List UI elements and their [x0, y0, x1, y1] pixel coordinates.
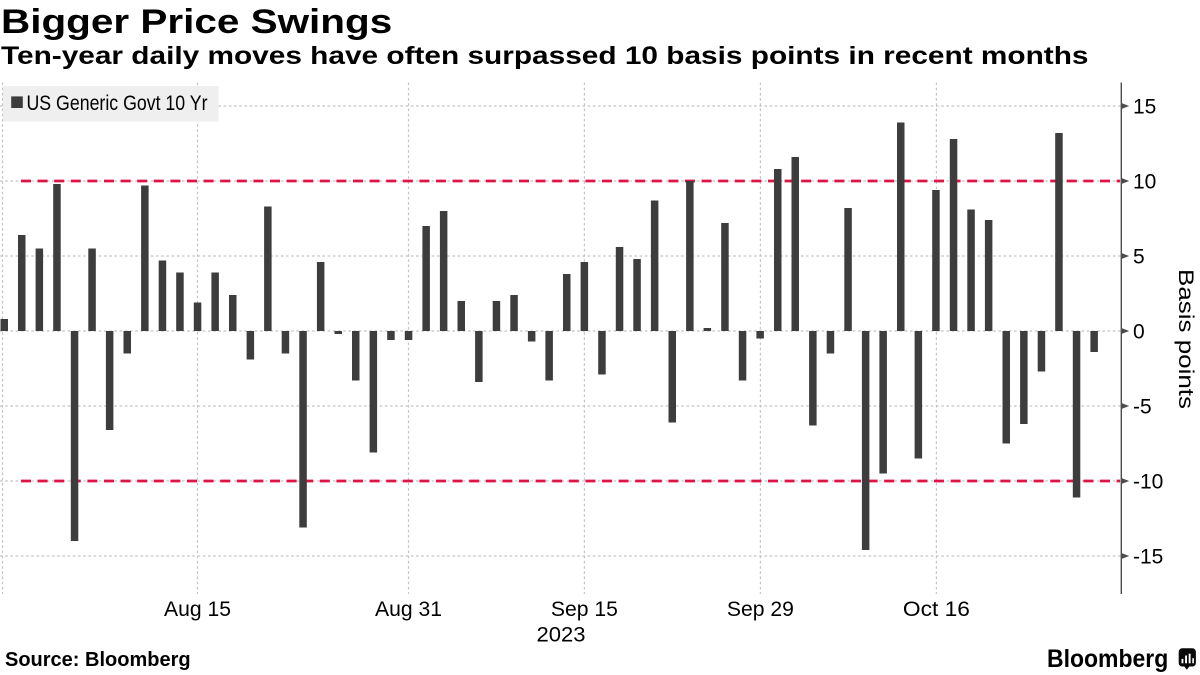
svg-text:10: 10: [1133, 170, 1156, 193]
svg-text:Aug 31: Aug 31: [375, 598, 442, 621]
svg-text:Aug 15: Aug 15: [164, 598, 231, 621]
svg-text:2023: 2023: [537, 624, 586, 647]
svg-text:-15: -15: [1133, 545, 1163, 568]
svg-text:5: 5: [1133, 245, 1145, 268]
svg-text:Sep 15: Sep 15: [551, 598, 618, 621]
svg-text:Oct 16: Oct 16: [903, 598, 970, 621]
svg-text:-10: -10: [1133, 470, 1163, 493]
svg-text:Basis points: Basis points: [1174, 269, 1198, 409]
svg-text:0: 0: [1133, 320, 1145, 343]
svg-text:Sep 29: Sep 29: [727, 598, 794, 621]
svg-text:15: 15: [1133, 95, 1156, 118]
svg-text:US Generic Govt 10 Yr: US Generic Govt 10 Yr: [27, 92, 208, 115]
svg-text:-5: -5: [1133, 395, 1152, 418]
